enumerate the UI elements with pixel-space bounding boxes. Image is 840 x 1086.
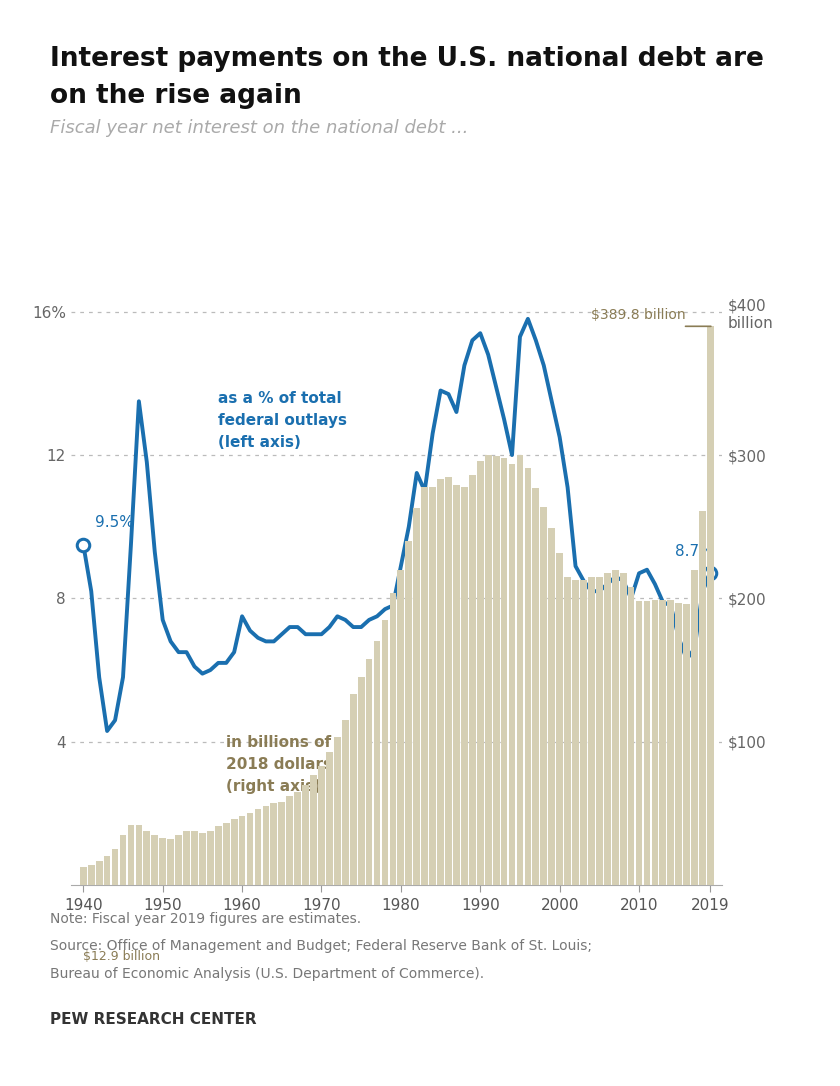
Bar (691, 570, 698, 885)
Bar (627, 586, 634, 885)
Bar (699, 510, 706, 885)
Bar (501, 458, 507, 885)
Bar (310, 774, 317, 885)
Bar (80, 867, 87, 885)
Bar (596, 577, 603, 885)
Bar (453, 485, 459, 885)
Text: in billions of
2018 dollars
(right axis): in billions of 2018 dollars (right axis) (226, 734, 332, 794)
Bar (636, 602, 643, 885)
Bar (659, 599, 666, 885)
Bar (707, 326, 714, 885)
Bar (675, 603, 682, 885)
Bar (263, 806, 270, 885)
Text: 8.7%: 8.7% (675, 544, 713, 559)
Bar (160, 837, 166, 885)
Bar (207, 831, 213, 885)
Bar (286, 796, 293, 885)
Text: Source: Office of Management and Budget; Federal Reserve Bank of St. Louis;: Source: Office of Management and Budget;… (50, 939, 592, 954)
Bar (429, 487, 436, 885)
Bar (390, 593, 396, 885)
Text: Bureau of Economic Analysis (U.S. Department of Commerce).: Bureau of Economic Analysis (U.S. Depart… (50, 967, 485, 981)
Bar (239, 817, 245, 885)
Bar (104, 857, 111, 885)
Bar (215, 826, 222, 885)
Bar (358, 678, 365, 885)
Bar (437, 479, 444, 885)
Bar (350, 694, 357, 885)
Bar (580, 580, 587, 885)
Bar (374, 642, 381, 885)
Bar (191, 831, 198, 885)
Bar (381, 620, 388, 885)
Text: Fiscal year net interest on the national debt ...: Fiscal year net interest on the national… (50, 119, 469, 138)
Bar (524, 468, 531, 885)
Bar (517, 455, 523, 885)
Bar (485, 455, 491, 885)
Bar (556, 553, 563, 885)
Bar (128, 825, 134, 885)
Bar (318, 766, 325, 885)
Bar (88, 866, 95, 885)
Bar (683, 604, 690, 885)
Bar (668, 599, 675, 885)
Text: 9.5%: 9.5% (95, 515, 134, 530)
Bar (365, 658, 372, 885)
Bar (223, 823, 229, 885)
Bar (533, 488, 539, 885)
Bar (247, 813, 254, 885)
Bar (119, 835, 126, 885)
Bar (477, 460, 484, 885)
Bar (643, 602, 650, 885)
Bar (509, 464, 516, 885)
Text: Note: Fiscal year 2019 figures are estimates.: Note: Fiscal year 2019 figures are estim… (50, 912, 361, 926)
Bar (540, 507, 547, 885)
Bar (96, 861, 102, 885)
Bar (183, 831, 190, 885)
Bar (588, 577, 595, 885)
Bar (135, 825, 142, 885)
Bar (469, 475, 475, 885)
Bar (422, 487, 428, 885)
Bar (413, 508, 420, 885)
Bar (342, 720, 349, 885)
Bar (294, 792, 301, 885)
Bar (397, 570, 404, 885)
Bar (334, 737, 341, 885)
Bar (167, 839, 174, 885)
Bar (112, 849, 118, 885)
Bar (620, 572, 627, 885)
Bar (255, 809, 261, 885)
Bar (461, 487, 468, 885)
Bar (564, 577, 571, 885)
Bar (445, 477, 452, 885)
Bar (231, 819, 238, 885)
Bar (549, 528, 555, 885)
Text: $389.8 billion: $389.8 billion (591, 307, 686, 321)
Bar (144, 831, 150, 885)
Bar (652, 599, 659, 885)
Bar (199, 833, 206, 885)
Bar (270, 804, 277, 885)
Bar (612, 570, 618, 885)
Bar (604, 572, 611, 885)
Bar (176, 835, 182, 885)
Bar (302, 785, 309, 885)
Text: PEW RESEARCH CENTER: PEW RESEARCH CENTER (50, 1012, 257, 1027)
Bar (493, 456, 500, 885)
Bar (326, 752, 333, 885)
Bar (151, 835, 158, 885)
Bar (406, 541, 412, 885)
Text: as a % of total
federal outlays
(left axis): as a % of total federal outlays (left ax… (218, 391, 347, 450)
Bar (278, 801, 285, 885)
Text: Interest payments on the U.S. national debt are: Interest payments on the U.S. national d… (50, 46, 764, 72)
Text: $12.9 billion: $12.9 billion (83, 949, 160, 962)
Bar (572, 580, 579, 885)
Text: on the rise again: on the rise again (50, 83, 302, 109)
